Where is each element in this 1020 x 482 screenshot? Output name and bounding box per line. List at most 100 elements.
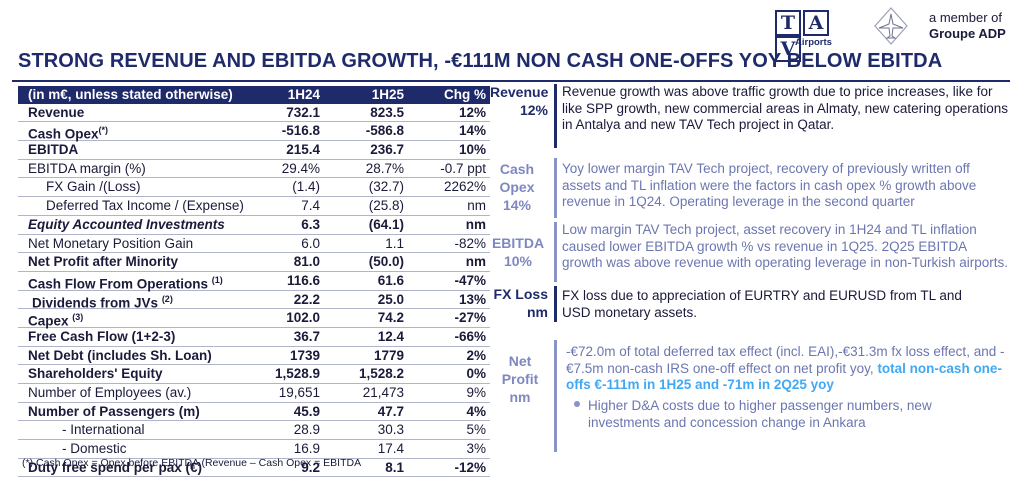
row-label: Net Debt (includes Sh. Loan) xyxy=(28,347,212,363)
table-row: Equity Accounted Investments 6.3 (64.1) … xyxy=(18,216,490,235)
table-footnote: (*) Cash Opex = Opex before EBITDA (Reve… xyxy=(22,457,362,469)
fx-loss-label-line1: FX Loss xyxy=(493,286,548,302)
fx-loss-label-line2: nm xyxy=(527,304,548,320)
row-chg: 13% xyxy=(458,291,486,307)
row-label-wrap: Capex (3) xyxy=(28,309,83,330)
row-1h24: 36.7 xyxy=(293,328,320,344)
row-1h24: 22.2 xyxy=(293,291,320,307)
tav-airports-logo: T AV Airports xyxy=(775,10,855,62)
title-rule xyxy=(12,80,1010,82)
table-row: Capex (3) 102.0 74.2 -27% xyxy=(18,309,490,330)
row-chg: -27% xyxy=(454,310,486,326)
fx-loss-label: FX Loss nm xyxy=(490,285,548,321)
cash-opex-label-line2: Opex xyxy=(499,179,535,195)
row-1h24: 116.6 xyxy=(286,272,320,288)
table-row: Number of Passengers (m) 45.9 47.7 4% xyxy=(18,403,490,422)
row-1h25: 1,528.2 xyxy=(358,366,404,382)
row-label: Number of Passengers (m) xyxy=(28,403,200,419)
net-profit-highlight: total non-cash one-offs €-111m in 1H25 a… xyxy=(566,360,1002,393)
row-1h25: 1.1 xyxy=(385,235,404,251)
cash-opex-text: Yoy lower margin TAV Tech project, recov… xyxy=(562,161,977,209)
table-row: - International 28.9 30.3 5% xyxy=(18,421,490,441)
row-chg: 3% xyxy=(466,441,486,457)
net-profit-label-line3: nm xyxy=(509,389,531,405)
row-1h25: (64.1) xyxy=(368,216,404,232)
cash-opex-bar xyxy=(554,158,557,218)
row-chg: 0% xyxy=(466,366,486,382)
member-text: a member of Groupe ADP xyxy=(929,10,1006,42)
row-chg: -0.7 ppt xyxy=(440,160,486,176)
row-1h24: 732.1 xyxy=(286,104,320,120)
table-row: - Domestic 16.9 17.4 3% xyxy=(18,440,490,459)
row-1h24: 215.4 xyxy=(286,142,320,158)
revenue-label: Revenue 12% xyxy=(490,83,548,119)
row-chg: -66% xyxy=(454,328,486,344)
net-profit-label-line1: Net xyxy=(508,353,532,369)
logo-letter-v: V xyxy=(775,36,801,62)
net-profit-bar xyxy=(554,340,557,452)
cash-opex-label-line3: 14% xyxy=(502,197,532,213)
cash-opex-label: Cash Opex 14% xyxy=(490,160,544,214)
row-1h25: (50.0) xyxy=(368,254,404,270)
table-row: Cash Opex(*) -516.8 -586.8 14% xyxy=(18,122,490,142)
table-header-row: (in m€, unless stated otherwise) 1H24 1H… xyxy=(18,86,490,104)
fx-loss-bar xyxy=(554,286,557,322)
row-1h25: 30.3 xyxy=(377,422,404,438)
row-1h24: 45.9 xyxy=(293,403,320,419)
row-label: Net Profit after Minority xyxy=(28,254,179,270)
row-chg: nm xyxy=(465,216,486,232)
row-1h25: 17.4 xyxy=(377,441,404,457)
row-label: Duty free spend per pax (€) xyxy=(28,459,203,475)
row-1h25: 236.7 xyxy=(370,142,404,158)
row-label: - Domestic xyxy=(62,441,127,457)
row-chg: nm xyxy=(465,254,486,270)
row-1h24: 81.0 xyxy=(293,254,320,270)
row-chg: 4% xyxy=(466,403,486,419)
table-row: Shareholders' Equity 1,528.9 1,528.2 0% xyxy=(18,365,490,384)
row-chg: 12% xyxy=(458,104,486,120)
row-1h24: 19,651 xyxy=(278,385,320,400)
row-chg: 14% xyxy=(458,123,486,139)
row-1h25: (25.8) xyxy=(368,198,404,214)
header-cell-chg: Chg % xyxy=(444,87,486,102)
row-label: Capex xyxy=(28,313,69,329)
ebitda-text: Low margin TAV Tech project, asset recov… xyxy=(562,222,1008,270)
row-chg: 2% xyxy=(466,347,486,363)
row-chg: -82% xyxy=(454,235,486,251)
fx-loss-text: FX loss due to appreciation of EURTRY an… xyxy=(562,288,962,320)
row-chg: 9% xyxy=(466,385,486,400)
row-label: Cash Opex xyxy=(28,126,99,142)
table-row: FX Gain /(Loss) (1.4) (32.7) 2262% xyxy=(18,178,490,198)
table-row: Net Profit after Minority 81.0 (50.0) nm xyxy=(18,253,490,272)
row-1h24: 7.4 xyxy=(301,198,320,214)
row-chg: 2262% xyxy=(443,179,486,195)
table-row: EBITDA 215.4 236.7 10% xyxy=(18,141,490,160)
net-profit-label: Net Profit nm xyxy=(490,352,550,406)
row-1h25: (32.7) xyxy=(368,179,404,195)
table-row: Net Monetary Position Gain 6.0 1.1 -82% xyxy=(18,235,490,254)
row-1h24: 28.9 xyxy=(293,422,320,438)
row-footnote-mark: (1) xyxy=(211,274,223,285)
table-row: Duty free spend per pax (€) 9.2 8.1 -12% xyxy=(18,459,490,478)
row-label: Cash Flow From Operations xyxy=(28,276,209,292)
header-cell-label: (in m€, unless stated otherwise) xyxy=(28,87,233,102)
table-row: Revenue 732.1 823.5 12% xyxy=(18,104,490,123)
row-1h25: 823.5 xyxy=(370,104,404,120)
ebitda-bar xyxy=(554,222,557,282)
row-footnote-mark: (3) xyxy=(72,312,84,323)
table-row: Cash Flow From Operations (1) 116.6 61.6… xyxy=(18,272,490,291)
row-1h24: 29.4% xyxy=(281,160,320,176)
header-cell-1h24: 1H24 xyxy=(287,87,320,102)
row-1h24: 102.0 xyxy=(286,310,320,326)
row-label: Dividends from JVs xyxy=(32,295,159,311)
revenue-bar xyxy=(554,84,557,148)
row-1h24: 1,528.9 xyxy=(274,366,320,382)
row-label-wrap: Dividends from JVs (2) xyxy=(32,291,173,312)
row-footnote-mark: (2) xyxy=(161,293,173,304)
member-line2: Groupe ADP xyxy=(929,26,1006,41)
net-profit-main-text: -€72.0m of total deferred tax effect (in… xyxy=(566,344,1005,376)
row-1h24: 6.3 xyxy=(301,216,320,232)
member-line1: a member of xyxy=(929,10,1002,25)
page-title: STRONG REVENUE AND EBITDA GROWTH, -€111M… xyxy=(18,50,943,72)
net-profit-text: -€72.0m of total deferred tax effect (in… xyxy=(566,344,1006,394)
